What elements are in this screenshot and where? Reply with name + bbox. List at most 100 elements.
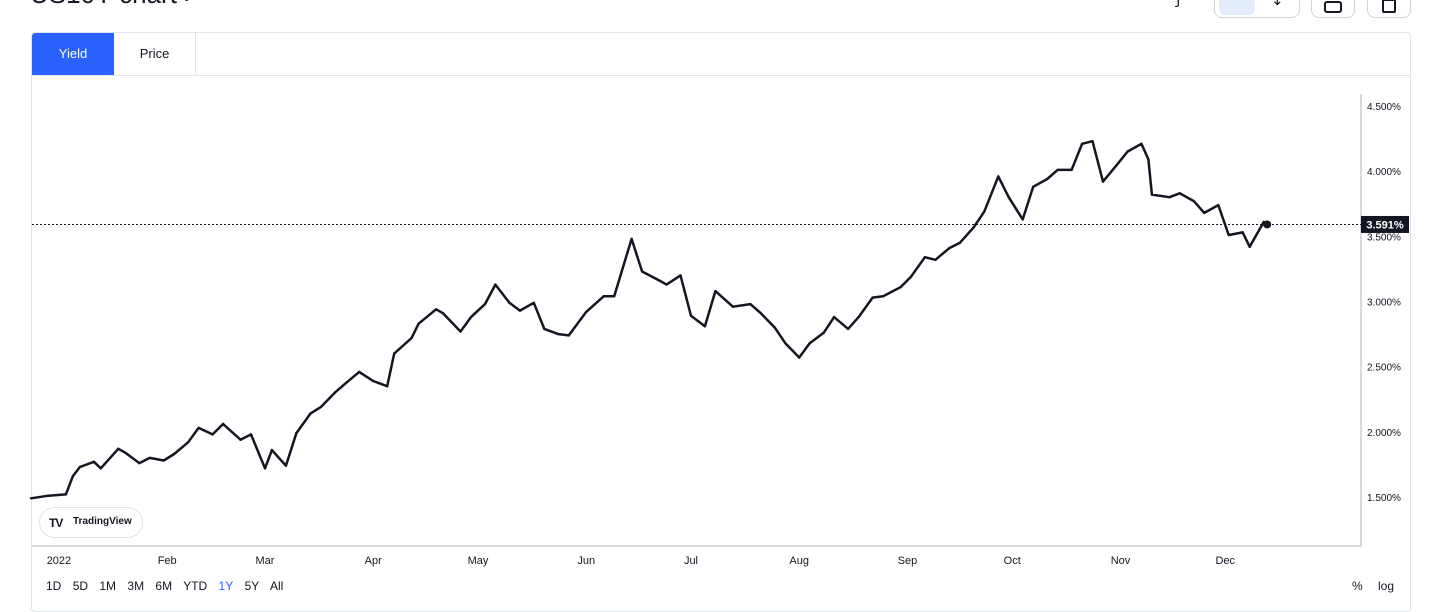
data-point	[1056, 168, 1059, 172]
data-point	[162, 459, 165, 462]
x-tick-label: Feb	[158, 555, 177, 567]
plot-area	[32, 76, 1361, 546]
data-point	[417, 322, 420, 325]
range-1y[interactable]: 1Y	[218, 579, 234, 593]
range-5y[interactable]: 5Y	[244, 579, 260, 593]
range-ytd[interactable]: YTD	[183, 579, 208, 593]
data-point	[543, 327, 546, 331]
data-point	[518, 309, 522, 312]
data-point	[1007, 196, 1010, 199]
x-tick-label: Nov	[1111, 555, 1131, 567]
data-point	[731, 305, 735, 308]
data-point	[295, 431, 298, 435]
data-point	[239, 438, 242, 441]
data-point	[613, 295, 616, 298]
line-style-icon[interactable]	[1219, 0, 1255, 15]
data-point	[1070, 168, 1073, 172]
chart-card: Yield Price	[31, 32, 1411, 612]
data-point	[557, 332, 560, 336]
data-point	[469, 315, 473, 319]
data-point	[585, 310, 588, 314]
data-point	[270, 448, 274, 452]
data-point	[284, 464, 288, 467]
data-point	[1080, 142, 1084, 145]
data-point	[1168, 196, 1171, 199]
tab-price[interactable]: Price	[114, 33, 196, 75]
y-tick-label: 2.000%	[1367, 428, 1401, 439]
y-tick-label: 4.000%	[1367, 167, 1401, 178]
data-point	[899, 286, 902, 289]
data-point	[1091, 140, 1094, 143]
y-tick-label: 3.500%	[1367, 232, 1401, 243]
data-point	[333, 391, 336, 394]
camera-button[interactable]	[1311, 0, 1355, 18]
x-tick-label: Mar	[255, 555, 274, 567]
data-point	[1248, 245, 1251, 248]
tab-yield[interactable]: Yield	[32, 33, 114, 75]
tradingview-logo-icon: TV	[49, 516, 63, 530]
range-1d[interactable]: 1D	[46, 579, 62, 593]
range-3m[interactable]: 3M	[127, 579, 145, 593]
range-6m[interactable]: 6M	[155, 579, 173, 593]
data-point	[358, 370, 361, 374]
data-point	[759, 312, 762, 315]
data-point	[1203, 211, 1206, 215]
data-point	[1178, 192, 1182, 195]
range-1m[interactable]: 1M	[99, 579, 117, 593]
data-point	[679, 274, 682, 277]
data-point	[124, 451, 127, 454]
x-tick-label: May	[468, 555, 489, 567]
data-point	[393, 352, 396, 355]
chart-tabs: Yield Price	[32, 33, 1410, 76]
y-tick-label: 3.000%	[1367, 298, 1401, 309]
x-tick-label: Apr	[365, 555, 382, 567]
fullscreen-icon	[1382, 0, 1396, 13]
data-point	[749, 302, 752, 306]
data-point	[640, 270, 644, 273]
data-point	[1126, 150, 1129, 153]
data-point	[1046, 177, 1049, 181]
data-point	[211, 433, 214, 436]
page-title[interactable]: US10Y chart ›	[30, 0, 193, 10]
data-point	[972, 226, 975, 229]
data-point	[117, 447, 120, 450]
data-point	[846, 327, 850, 331]
candles-icon[interactable]: ↕	[1271, 0, 1284, 9]
data-point	[689, 314, 693, 317]
data-point	[1140, 142, 1143, 145]
data-point	[1032, 185, 1035, 188]
data-point	[319, 405, 322, 409]
data-point	[249, 433, 253, 436]
x-tick-label: Dec	[1215, 555, 1235, 567]
data-point	[197, 426, 200, 430]
x-tick-label: Jul	[684, 555, 698, 567]
data-point	[508, 301, 511, 304]
data-point	[173, 452, 176, 456]
data-point	[410, 336, 413, 340]
data-point	[703, 325, 707, 328]
data-point	[881, 295, 885, 298]
data-point	[1021, 218, 1024, 221]
log-scale-toggle[interactable]: log	[1378, 579, 1395, 593]
x-tick-label: Jun	[577, 555, 595, 567]
percent-scale-toggle[interactable]: %	[1352, 579, 1363, 593]
range-all[interactable]: All	[269, 579, 284, 593]
tradingview-watermark[interactable]: TV TradingView	[39, 507, 143, 538]
data-point	[372, 379, 375, 383]
yield-chart[interactable]: 1.500% 2.000% 2.500% 3.000% 3.500% 4.000% 4.50…	[0, 0, 1456, 588]
compare-icon[interactable]: ƒ	[1176, 0, 1181, 8]
data-point	[773, 326, 776, 329]
data-point	[309, 412, 312, 415]
data-point	[29, 497, 33, 500]
data-point	[1150, 193, 1154, 196]
data-point	[148, 456, 151, 460]
data-point	[344, 382, 347, 385]
data-point	[822, 331, 825, 334]
range-5d[interactable]: 5D	[72, 579, 89, 593]
data-point	[186, 441, 190, 444]
series-line	[30, 139, 1268, 500]
fullscreen-button[interactable]	[1367, 0, 1411, 18]
data-point	[983, 210, 986, 213]
data-point	[948, 246, 951, 250]
data-point	[602, 295, 605, 298]
